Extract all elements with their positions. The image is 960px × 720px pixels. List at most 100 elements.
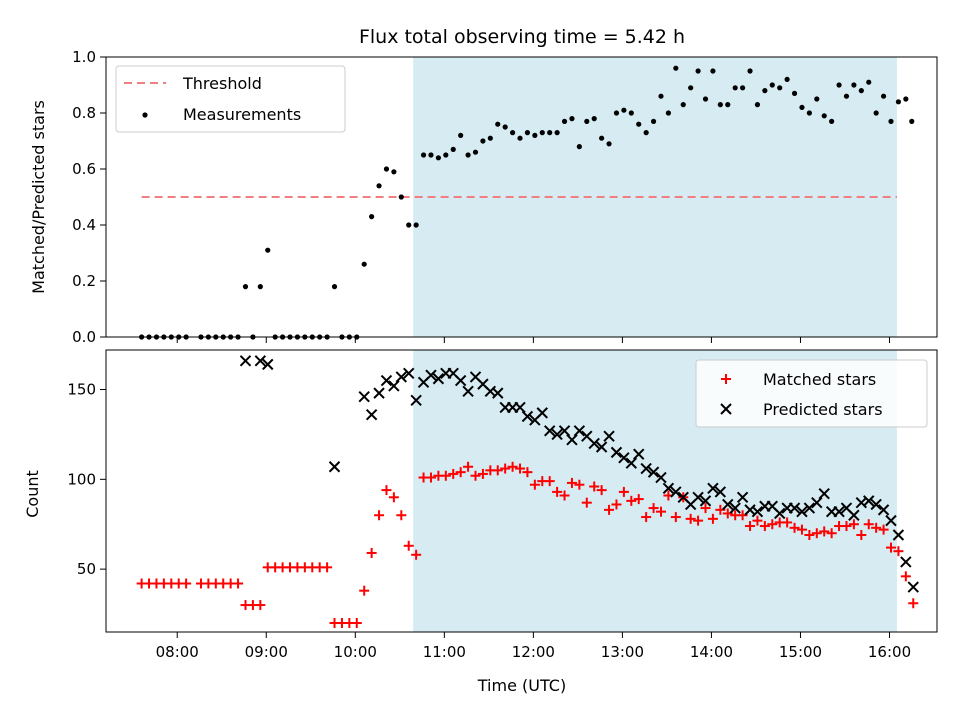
measurement-point — [361, 261, 367, 267]
predicted-point — [595, 441, 608, 453]
measurement-point — [740, 85, 746, 91]
measurement-point — [398, 194, 404, 200]
cross-stroke-b — [670, 486, 682, 498]
measurement-point — [880, 93, 887, 99]
cross-stroke-b — [618, 452, 630, 464]
bottom-legend-box — [695, 359, 928, 428]
cross-stroke-b — [469, 371, 482, 383]
measurement-point — [450, 146, 456, 152]
matched-point — [455, 467, 466, 478]
matched-point — [693, 515, 704, 526]
predicted-point — [403, 367, 415, 380]
top-legend: Threshold Measurements — [115, 65, 346, 133]
x-axis-label: Time (UTC) — [477, 676, 566, 695]
measurement-point — [636, 121, 642, 127]
cross-stroke-b — [692, 491, 704, 503]
measurement-point — [665, 110, 672, 116]
matched-point — [863, 519, 874, 530]
matched-point — [552, 486, 563, 497]
predicted-point — [410, 394, 422, 407]
measurement-point — [376, 183, 382, 189]
matched-point — [707, 513, 718, 524]
cross-stroke-b — [543, 425, 556, 437]
measurement-point — [606, 141, 612, 147]
measurement-point — [576, 144, 582, 150]
matched-point — [233, 578, 244, 589]
cross-stroke-b — [722, 498, 734, 511]
predicted-point — [558, 425, 571, 437]
matched-point — [796, 524, 807, 535]
top-y-tick-label: 0.4 — [72, 216, 96, 234]
measurement-point — [480, 138, 486, 144]
predicted-point — [432, 373, 445, 385]
predicted-point — [425, 369, 437, 381]
measurement-point — [843, 93, 850, 99]
matched-point — [559, 490, 570, 501]
predicted-point — [803, 502, 816, 514]
matched-point — [811, 528, 822, 539]
bottom-x-ticks: 08:00 09:00 10:00 11:00 12:00 13:00 14:00 15:00… — [156, 632, 911, 661]
measurement-point — [524, 130, 531, 136]
cross-stroke-b — [410, 394, 422, 407]
measurement-point — [628, 110, 634, 116]
predicted-point — [551, 428, 563, 441]
predicted-point — [833, 505, 845, 518]
measurement-point — [784, 76, 790, 82]
bottom-axes-frame — [105, 349, 938, 633]
matched-point — [752, 515, 763, 526]
measurement-point — [858, 88, 864, 94]
measurement-point — [465, 152, 471, 158]
measurement-point — [599, 135, 605, 141]
matched-point — [885, 542, 896, 553]
matched-point — [655, 506, 666, 517]
predicted-point — [492, 387, 504, 399]
cross-stroke-b — [514, 401, 526, 414]
x-tick-label: 12:00 — [512, 643, 555, 661]
measurement-point — [650, 118, 657, 124]
predicted-point — [625, 457, 638, 469]
predicted-point — [662, 482, 675, 495]
cross-stroke-b — [358, 390, 370, 403]
measurement-point — [420, 152, 427, 158]
measurement-point — [895, 99, 902, 105]
predicted-point — [773, 507, 786, 520]
bottom-y-ticks: 50 100 150 — [67, 381, 106, 578]
measurement-point — [702, 96, 709, 102]
cross-stroke-b — [751, 505, 764, 518]
matched-stars-points — [136, 461, 919, 629]
predicted-point — [788, 502, 801, 514]
matched-point — [381, 485, 392, 496]
predicted-point — [729, 502, 741, 514]
legend-predicted-swatch — [720, 403, 732, 415]
cross-stroke-b — [432, 373, 445, 385]
matched-point — [581, 497, 592, 508]
cross-stroke-b — [388, 380, 400, 392]
x-tick-label: 13:00 — [601, 643, 644, 661]
matched-point — [878, 524, 889, 535]
matched-point — [477, 468, 488, 479]
cross-stroke-b — [677, 491, 689, 503]
matched-point — [515, 463, 526, 474]
x-tick-label: 16:00 — [868, 643, 911, 661]
cross-stroke-b — [558, 425, 571, 437]
matched-point — [574, 479, 585, 490]
measurement-point — [435, 155, 441, 161]
measurement-point — [658, 93, 664, 99]
measurement-point — [836, 82, 842, 88]
predicted-point — [870, 498, 882, 511]
predicted-point — [610, 446, 623, 459]
measurement-point — [584, 118, 590, 124]
matched-point — [908, 598, 919, 609]
predicted-point — [373, 387, 385, 399]
predicted-point — [885, 514, 897, 527]
matched-point — [670, 512, 681, 523]
cross-stroke-b — [640, 462, 652, 475]
matched-point — [463, 461, 474, 472]
predicted-point — [262, 358, 274, 371]
measurement-point — [643, 130, 649, 136]
cross-stroke-b — [818, 487, 830, 500]
top-y-tick-label: 0.8 — [72, 104, 96, 122]
predicted-point — [543, 425, 556, 437]
matched-point — [759, 521, 770, 532]
cross-stroke-b — [848, 509, 860, 521]
